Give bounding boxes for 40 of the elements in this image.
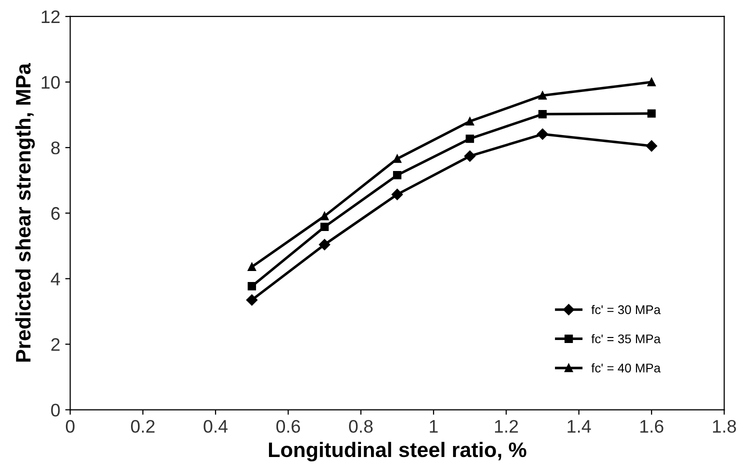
point	[466, 134, 474, 143]
x-tick-label: 0.4	[204, 420, 228, 433]
y-tick-label: 0	[51, 404, 60, 416]
y-tick-label: 6	[51, 207, 60, 220]
y-tick-label: 8	[51, 142, 60, 154]
legend-label: fc' = 40 MPa	[591, 363, 661, 372]
y-tick-label: 10	[42, 76, 60, 89]
x-tick-label: 1.4	[568, 420, 591, 433]
point	[536, 128, 548, 140]
x-tick-label: 0.8	[349, 420, 373, 433]
point	[318, 238, 330, 250]
x-tick-label: 1.6	[640, 420, 664, 433]
point	[246, 294, 258, 306]
x-tick-label: 0.2	[131, 420, 155, 433]
point	[647, 78, 656, 86]
y-tick-label: 4	[50, 272, 60, 286]
x-tick-label: 0	[66, 420, 75, 433]
x-tick-label: 1	[430, 420, 438, 433]
point	[320, 222, 329, 232]
x-tick-label: 0.6	[276, 420, 300, 433]
point	[393, 170, 402, 180]
point	[248, 262, 256, 272]
point	[393, 154, 402, 163]
point	[392, 188, 403, 200]
x-tick-label: 1.2	[495, 420, 518, 433]
point	[466, 117, 474, 126]
point	[320, 212, 329, 220]
point	[248, 282, 256, 290]
y-tick-label: 12	[42, 10, 60, 24]
y-tick-label: 2	[51, 338, 60, 351]
point	[646, 140, 658, 152]
x-tick-label: 1.8	[713, 420, 736, 433]
point	[647, 109, 656, 118]
x-axis-title: Longitudinal steel ratio, %	[268, 442, 526, 462]
point	[464, 150, 476, 162]
point	[538, 91, 547, 100]
y-axis-title: Predicted shear strength, MPa	[15, 63, 35, 362]
legend-label: fc' = 30 MPa	[591, 304, 661, 314]
point	[538, 110, 547, 118]
legend-label: fc' = 35 MPa	[591, 334, 661, 344]
